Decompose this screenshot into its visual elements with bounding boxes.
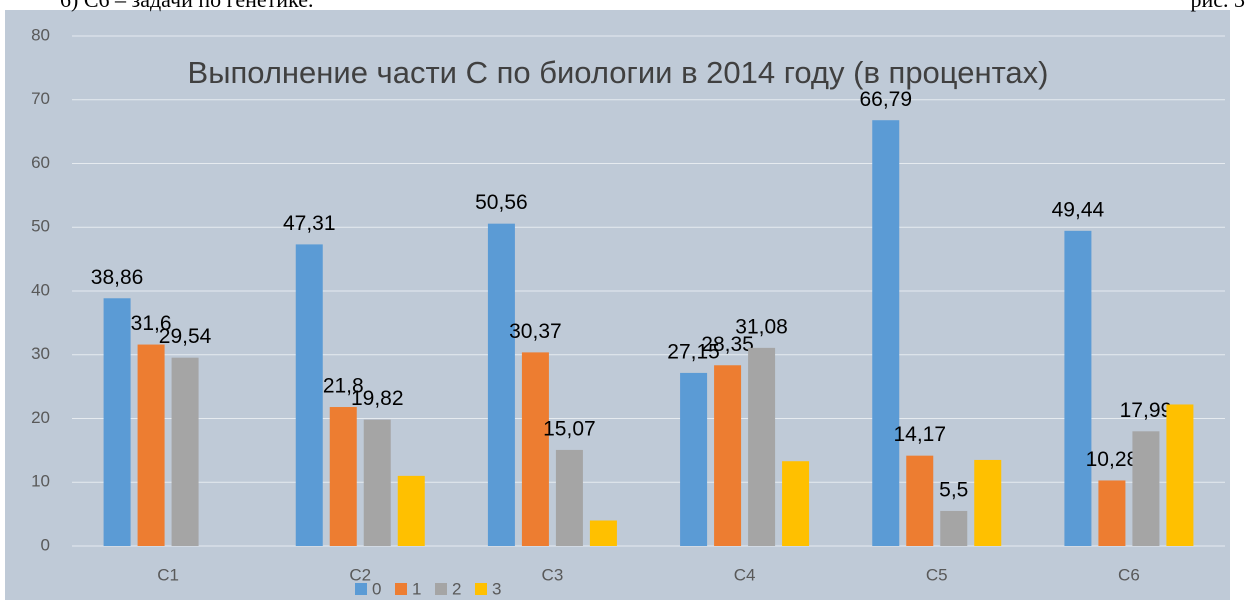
bar: [748, 347, 776, 546]
data-label: 15,07: [543, 417, 596, 440]
chart-background: [5, 10, 1230, 600]
data-label: 31,08: [735, 315, 788, 338]
x-tick-label: C6: [1118, 565, 1140, 584]
document-caption: 6) С6 – задачи по генетике.: [60, 0, 313, 12]
bar: [397, 475, 425, 546]
bar: [555, 449, 583, 546]
x-tick-label: C2: [349, 565, 371, 584]
bar: [589, 520, 617, 546]
bar: [137, 344, 165, 546]
y-tick-label: 20: [31, 408, 50, 427]
y-tick-label: 50: [31, 217, 50, 236]
data-label: 10,28: [1086, 448, 1139, 471]
data-label: 14,17: [893, 423, 946, 446]
data-label: 28,35: [701, 333, 754, 356]
bar: [1064, 230, 1092, 546]
bar: [906, 455, 934, 546]
bar: [872, 120, 900, 547]
legend-swatch: [475, 583, 487, 595]
legend-swatch: [395, 583, 407, 595]
data-label: 19,82: [351, 387, 404, 410]
data-label: 38,86: [91, 266, 144, 289]
legend-label: 0: [372, 579, 381, 598]
legend-label: 3: [492, 579, 501, 598]
bar: [940, 510, 968, 546]
x-tick-label: C1: [157, 565, 179, 584]
data-label: 30,37: [509, 320, 562, 343]
legend-swatch: [355, 583, 367, 595]
bar: [103, 298, 131, 546]
x-tick-label: C3: [542, 565, 564, 584]
y-tick-label: 40: [31, 280, 50, 299]
y-tick-label: 0: [41, 535, 50, 554]
y-tick-label: 60: [31, 153, 50, 172]
figure-label: рис. 3: [1190, 0, 1245, 12]
y-tick-label: 10: [31, 472, 50, 491]
legend-label: 1: [412, 579, 421, 598]
y-tick-label: 80: [31, 25, 50, 44]
legend-swatch: [435, 583, 447, 595]
bar: [329, 407, 357, 546]
chart-title: Выполнение части С по биологии в 2014 го…: [188, 55, 1049, 90]
bar: [363, 419, 391, 546]
data-label: 50,56: [475, 191, 528, 214]
bar: [782, 461, 810, 546]
x-tick-label: C5: [926, 565, 948, 584]
bar: [1098, 480, 1126, 546]
bar: [1166, 404, 1194, 546]
data-label: 27,15: [667, 340, 720, 363]
bar: [680, 372, 708, 546]
data-label: 5,5: [939, 478, 968, 501]
data-label: 47,31: [283, 212, 336, 235]
data-label: 66,79: [859, 88, 912, 111]
bar: [171, 357, 199, 546]
y-tick-label: 70: [31, 89, 50, 108]
bar: [521, 352, 549, 546]
data-label: 31,6: [131, 312, 172, 335]
x-tick-label: C4: [734, 565, 756, 584]
bar: [714, 365, 742, 546]
bar: [295, 244, 323, 546]
legend-label: 2: [452, 579, 461, 598]
data-label: 21,8: [323, 375, 364, 398]
data-label: 17,99: [1120, 399, 1173, 422]
bar: [1132, 431, 1160, 546]
data-label: 49,44: [1052, 198, 1105, 221]
bar: [974, 459, 1002, 546]
data-label: 29,54: [159, 325, 212, 348]
bar: [487, 223, 515, 546]
y-tick-label: 30: [31, 344, 50, 363]
